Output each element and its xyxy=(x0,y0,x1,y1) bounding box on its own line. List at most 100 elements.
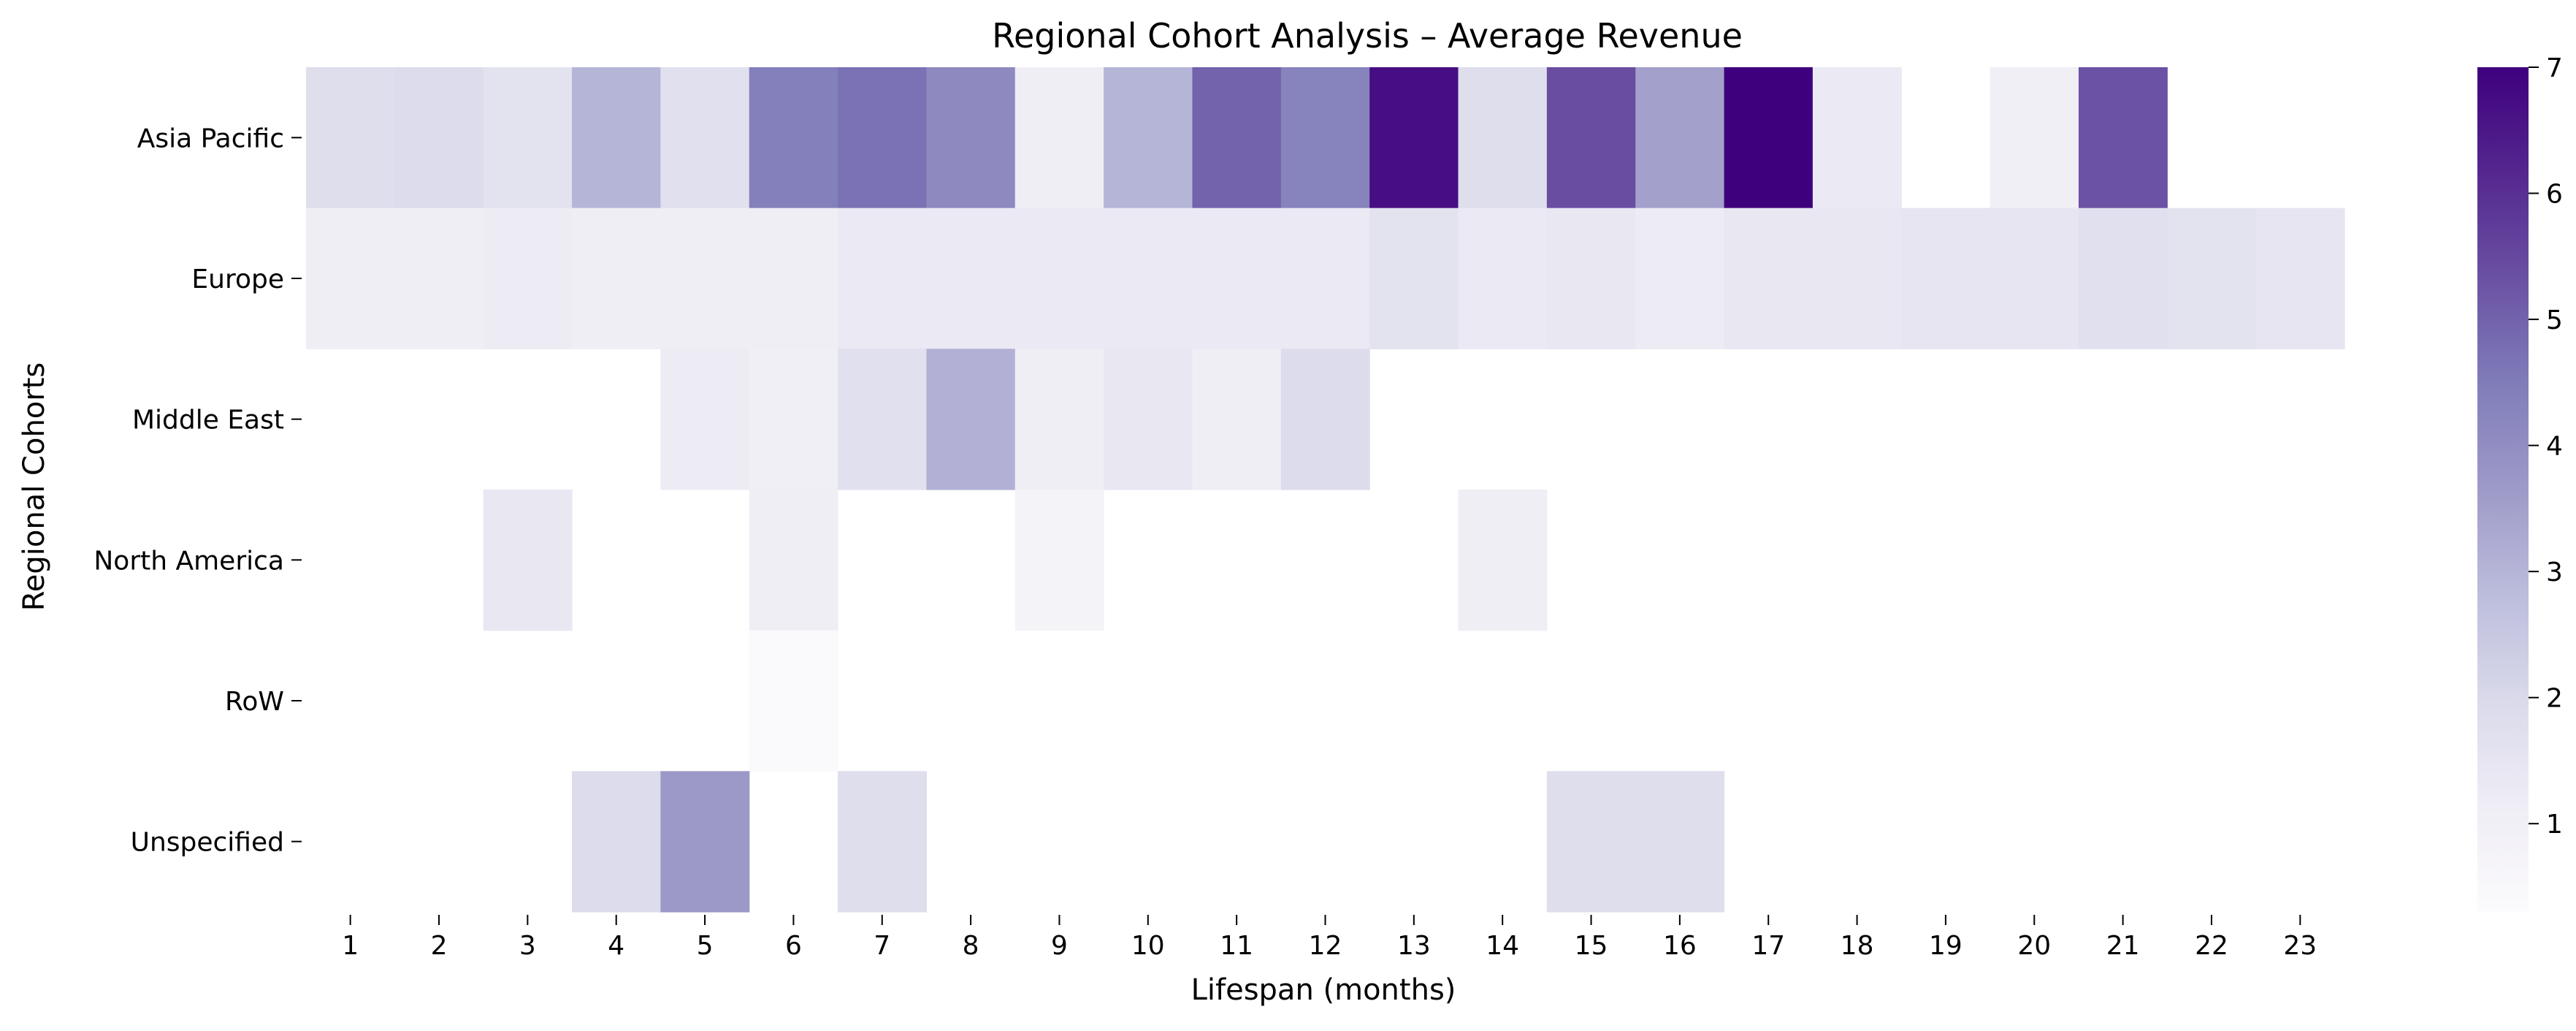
y-tick-label: Middle East xyxy=(132,406,284,435)
heatmap-cell xyxy=(1724,67,1813,209)
heatmap-cell xyxy=(838,349,928,490)
heatmap-cell xyxy=(306,67,395,209)
y-tick-label: Unspecified xyxy=(131,828,284,858)
heatmap-cell xyxy=(1724,208,1813,349)
colorbar-tick-label: 1 xyxy=(2546,810,2563,840)
heatmap-cell xyxy=(306,208,395,349)
heatmap-cell xyxy=(1014,490,1104,631)
heatmap-cell xyxy=(1990,67,2079,209)
colorbar-gradient xyxy=(2477,67,2529,912)
heatmap-cell xyxy=(749,349,838,490)
heatmap-cell xyxy=(483,208,573,349)
heatmap-cell xyxy=(1104,208,1193,349)
y-axis-ticks: Asia Pacific Europe Middle East North Ameri… xyxy=(93,123,302,858)
heatmap-cell xyxy=(483,490,573,631)
x-tick-label: 13 xyxy=(1397,931,1431,961)
heatmap-cell xyxy=(1635,771,1725,913)
heatmap-cell xyxy=(749,630,838,772)
heatmap-cell xyxy=(1104,349,1193,490)
x-tick-label: 3 xyxy=(519,931,536,961)
heatmap-cell xyxy=(838,771,928,913)
heatmap-cell xyxy=(1458,67,1548,209)
colorbar-tick-label: 4 xyxy=(2546,432,2563,462)
y-tick-label: Asia Pacific xyxy=(137,123,284,153)
chart-title: Regional Cohort Analysis – Average Reven… xyxy=(992,16,1743,56)
heatmap-cell xyxy=(572,208,661,349)
colorbar: 1 2 3 4 5 6 7 xyxy=(2477,53,2563,912)
heatmap-cell xyxy=(1990,208,2079,349)
heatmap-cell xyxy=(926,208,1016,349)
heatmap-cell xyxy=(1014,67,1104,209)
heatmap-cell xyxy=(1635,208,1725,349)
heatmap-cell xyxy=(2167,208,2257,349)
heatmap-cell xyxy=(2078,67,2168,209)
x-tick-label: 20 xyxy=(2017,931,2051,961)
heatmap-cell xyxy=(838,208,928,349)
x-tick-label: 10 xyxy=(1131,931,1165,961)
x-tick-label: 2 xyxy=(431,931,448,961)
x-tick-label: 15 xyxy=(1575,931,1608,961)
heatmap-cells xyxy=(306,67,2345,913)
colorbar-tick-label: 5 xyxy=(2546,305,2563,335)
x-tick-label: 17 xyxy=(1751,931,1785,961)
heatmap-cell xyxy=(2078,208,2168,349)
colorbar-tick-label: 7 xyxy=(2546,53,2563,83)
x-tick-label: 22 xyxy=(2195,931,2228,961)
x-tick-label: 9 xyxy=(1051,931,1068,961)
heatmap-cell xyxy=(838,67,928,209)
heatmap-cell xyxy=(1192,67,1282,209)
y-tick-label: RoW xyxy=(225,687,284,717)
heatmap-cell xyxy=(660,771,750,913)
x-tick-label: 5 xyxy=(697,931,714,961)
x-tick-label: 7 xyxy=(874,931,890,961)
x-tick-label: 6 xyxy=(785,931,802,961)
x-tick-label: 4 xyxy=(608,931,624,961)
y-axis-label: Regional Cohorts xyxy=(18,362,51,611)
heatmap-cell xyxy=(1014,349,1104,490)
heatmap-cell xyxy=(660,349,750,490)
x-axis-ticks: 1 2 3 4 5 6 7 8 9 10 11 12 13 14 15 16 17 18 19 20 21 22 23 xyxy=(342,915,2317,961)
heatmap-cell xyxy=(1014,208,1104,349)
heatmap-cell xyxy=(483,67,573,209)
heatmap-cell xyxy=(926,67,1016,209)
y-tick-label: Europe xyxy=(191,265,284,294)
x-tick-label: 14 xyxy=(1486,931,1519,961)
x-tick-label: 11 xyxy=(1220,931,1253,961)
heatmap-cell xyxy=(1280,67,1370,209)
heatmap-cell xyxy=(572,67,661,209)
heatmap-cell xyxy=(1458,208,1548,349)
heatmap-cell xyxy=(749,67,838,209)
heatmap-cell xyxy=(394,208,484,349)
heatmap-cell xyxy=(1369,208,1459,349)
heatmap-cell xyxy=(749,490,838,631)
heatmap-cell xyxy=(2255,208,2345,349)
x-tick-label: 1 xyxy=(342,931,359,961)
x-tick-label: 19 xyxy=(1929,931,1962,961)
heatmap-cell xyxy=(1812,67,1902,209)
heatmap-cell xyxy=(749,208,838,349)
colorbar-tick-label: 3 xyxy=(2546,558,2563,587)
heatmap-cell xyxy=(1812,208,1902,349)
heatmap-cell xyxy=(394,67,484,209)
x-tick-label: 23 xyxy=(2283,931,2317,961)
heatmap-cell xyxy=(1192,208,1282,349)
heatmap-cell xyxy=(1635,67,1725,209)
heatmap-cell xyxy=(926,349,1016,490)
x-tick-label: 21 xyxy=(2106,931,2140,961)
heatmap-cell xyxy=(572,771,661,913)
heatmap-cell xyxy=(1104,67,1193,209)
colorbar-tick-label: 6 xyxy=(2546,180,2563,210)
heatmap-cell xyxy=(1192,349,1282,490)
heatmap-cell xyxy=(1280,208,1370,349)
colorbar-tick-label: 2 xyxy=(2546,684,2563,714)
heatmap-cell xyxy=(1369,67,1459,209)
heatmap-cell xyxy=(1546,208,1636,349)
heatmap-cell xyxy=(1458,490,1548,631)
heatmap-cell xyxy=(1901,208,1991,349)
heatmap-cell xyxy=(660,67,750,209)
x-tick-label: 16 xyxy=(1663,931,1697,961)
heatmap-cell xyxy=(1280,349,1370,490)
x-axis-label: Lifespan (months) xyxy=(1191,973,1456,1007)
